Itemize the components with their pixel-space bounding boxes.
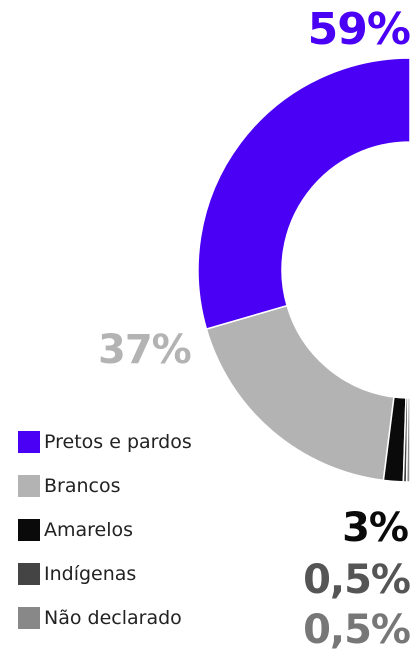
legend-swatch <box>18 475 40 497</box>
legend-label: Indígenas <box>44 563 137 585</box>
legend-item-indigenas: Indígenas <box>18 560 192 588</box>
legend-label: Amarelos <box>44 519 134 541</box>
label-indigenas: 0,5% <box>303 557 411 603</box>
legend-swatch <box>18 607 40 629</box>
legend-item-amarelos: Amarelos <box>18 516 192 544</box>
legend-swatch <box>18 519 40 541</box>
label-brancos: 37% <box>98 327 192 373</box>
slice-pretos-e-pardos <box>197 57 411 331</box>
legend-item-brancos: Brancos <box>18 472 192 500</box>
label-pretos-pardos: 59% <box>307 4 411 55</box>
legend-label: Não declarado <box>44 607 182 629</box>
slice-n-o-declarado <box>405 397 411 483</box>
label-amarelos: 3% <box>342 505 409 551</box>
legend-swatch <box>18 563 40 585</box>
legend-item-pretos-pardos: Pretos e pardos <box>18 428 192 456</box>
legend-label: Pretos e pardos <box>44 431 192 453</box>
legend-label: Brancos <box>44 475 121 497</box>
slice-brancos <box>205 304 395 482</box>
legend-item-nao-declarado: Não declarado <box>18 604 192 632</box>
legend-swatch <box>18 431 40 453</box>
donut-slices <box>197 57 411 483</box>
label-nao-declarado: 0,5% <box>303 607 411 653</box>
legend: Pretos e pardos Brancos Amarelos Indígen… <box>18 428 192 648</box>
